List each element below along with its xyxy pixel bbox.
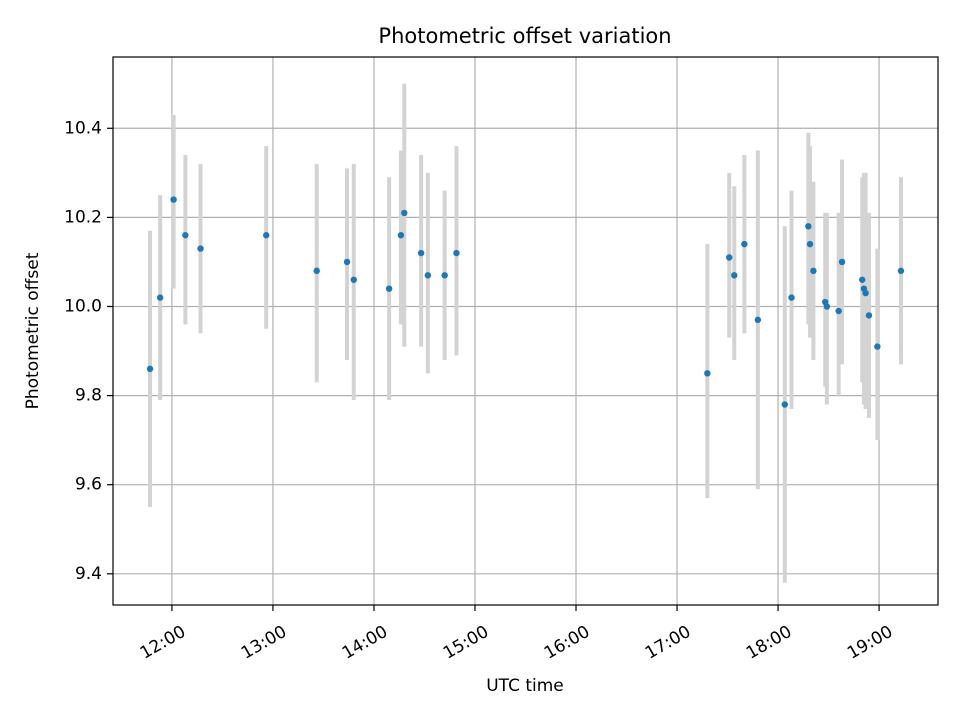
data-point bbox=[810, 267, 817, 275]
data-point bbox=[741, 240, 748, 248]
data-point bbox=[343, 258, 351, 266]
y-tick-label: 10.0 bbox=[64, 296, 102, 316]
data-point bbox=[385, 285, 393, 292]
data-point bbox=[146, 365, 154, 373]
data-point bbox=[263, 232, 270, 239]
y-axis-title: Photometric offset bbox=[23, 252, 43, 409]
y-tick-label: 9.8 bbox=[75, 386, 102, 406]
data-point bbox=[401, 209, 408, 217]
data-point bbox=[170, 196, 177, 203]
y-tick-label: 10.2 bbox=[64, 207, 102, 227]
data-point bbox=[417, 249, 425, 257]
data-point bbox=[453, 249, 460, 257]
data-point bbox=[182, 232, 189, 239]
data-point bbox=[441, 272, 448, 279]
data-point bbox=[754, 316, 762, 324]
data-point bbox=[806, 240, 814, 248]
data-point bbox=[424, 272, 432, 279]
grid-layer bbox=[113, 57, 938, 605]
data-point bbox=[313, 267, 320, 275]
data-point bbox=[865, 312, 873, 319]
data-point bbox=[197, 245, 204, 252]
data-point bbox=[835, 307, 842, 315]
data-point bbox=[805, 223, 812, 230]
data-point bbox=[731, 272, 738, 279]
data-point bbox=[823, 303, 831, 310]
plot-frame bbox=[112, 56, 939, 606]
y-tick-label: 9.6 bbox=[75, 475, 102, 495]
data-point bbox=[397, 232, 405, 239]
data-point bbox=[156, 294, 164, 301]
data-point bbox=[838, 258, 846, 266]
data-point bbox=[862, 289, 869, 297]
marker-layer bbox=[146, 196, 905, 408]
data-point bbox=[874, 343, 881, 350]
data-point bbox=[350, 276, 357, 283]
chart-title: Photometric offset variation bbox=[378, 24, 671, 48]
x-axis-title: UTC time bbox=[486, 676, 564, 696]
data-point bbox=[859, 276, 866, 283]
y-tick-label: 9.4 bbox=[75, 564, 102, 584]
data-point bbox=[781, 401, 788, 408]
y-tick-label: 10.4 bbox=[64, 118, 102, 138]
data-point bbox=[788, 294, 795, 301]
data-point bbox=[704, 370, 711, 377]
data-point bbox=[726, 254, 733, 261]
data-point bbox=[897, 267, 905, 275]
